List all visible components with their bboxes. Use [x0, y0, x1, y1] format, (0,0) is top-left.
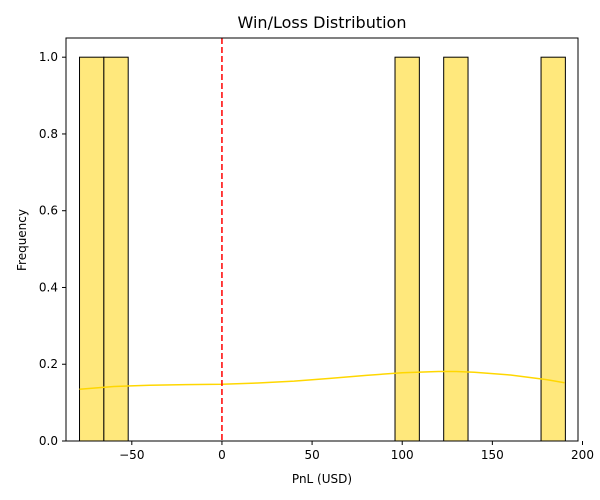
x-tick-label: 50	[304, 448, 319, 462]
y-tick-label: 1.0	[39, 50, 58, 64]
y-axis-label: Frequency	[15, 209, 29, 271]
axes-frame	[65, 37, 579, 442]
histogram-bar	[443, 56, 469, 442]
y-tick-label: 0.2	[39, 357, 58, 371]
kde-curve	[79, 370, 565, 390]
x-tick-label: 200	[571, 448, 594, 462]
histogram-bar	[103, 56, 129, 442]
chart-title: Win/Loss Distribution	[238, 13, 407, 32]
x-tick-label: 150	[481, 448, 504, 462]
axis-ticks: −50 0 50 100 150 200 0.0 0.2 0.4 0.6 0.8 1.0	[39, 50, 594, 462]
x-tick-label: −50	[119, 448, 144, 462]
x-tick-label: 0	[218, 448, 226, 462]
histogram-bar	[394, 56, 420, 442]
y-tick-label: 0.4	[39, 280, 58, 294]
histogram-bar	[540, 56, 566, 442]
y-tick-label: 0.6	[39, 204, 58, 218]
x-tick-label: 100	[391, 448, 414, 462]
histogram-bar	[79, 56, 105, 442]
plot-area	[79, 38, 566, 442]
y-tick-label: 0.8	[39, 127, 58, 141]
y-tick-label: 0.0	[39, 434, 58, 448]
x-axis-label: PnL (USD)	[292, 472, 352, 486]
